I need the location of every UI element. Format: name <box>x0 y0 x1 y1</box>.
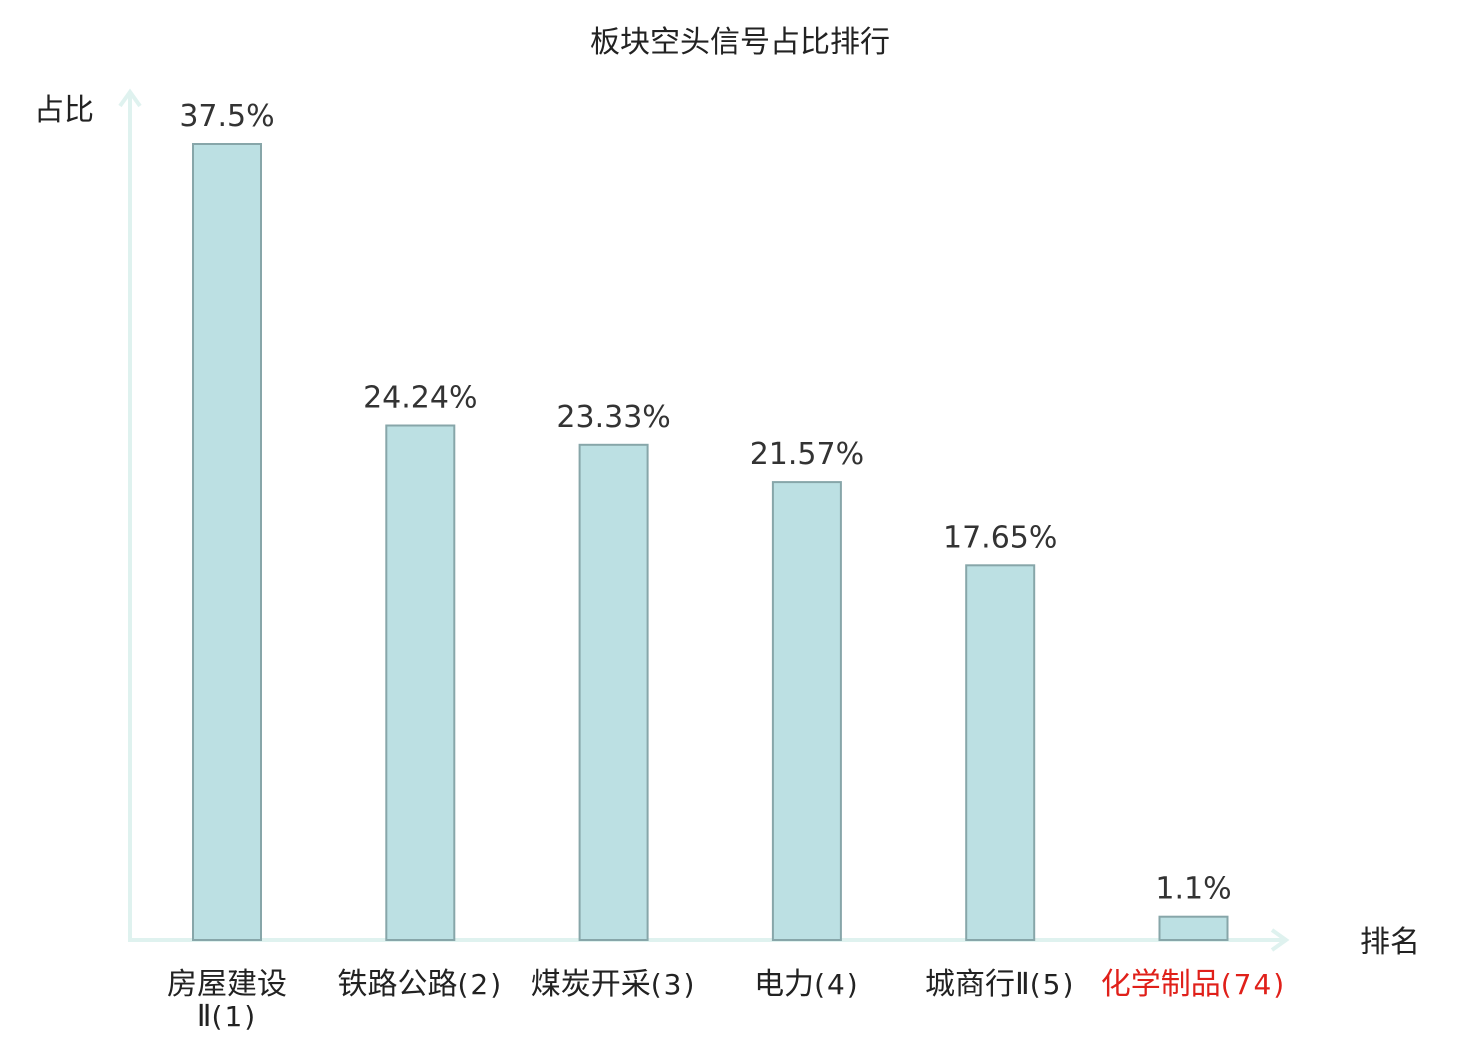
value-label: 21.57% <box>750 437 864 472</box>
chart-title: 板块空头信号占比排行 <box>590 25 890 60</box>
x-axis-label: 排名 <box>1360 925 1420 960</box>
value-label: 24.24% <box>363 381 477 416</box>
bar <box>192 143 262 941</box>
value-label: 37.5% <box>179 99 274 134</box>
category-label: 房屋建设 <box>167 967 287 1002</box>
bar <box>771 481 842 941</box>
value-label: 1.1% <box>1155 872 1231 907</box>
value-label: 23.33% <box>556 400 670 435</box>
bar <box>385 424 456 941</box>
y-axis-label: 占比 <box>34 93 94 128</box>
value-label: 17.65% <box>943 520 1057 555</box>
value-labels-layer: 37.5% 24.24% 23.33% 21.57% 17.65% 1.1% <box>179 99 1231 907</box>
category-label: 铁路公路(2) <box>337 967 503 1002</box>
bars-layer <box>192 143 1229 942</box>
bar <box>965 564 1036 941</box>
axes <box>118 88 1290 952</box>
category-label: 化学制品(74) <box>1101 967 1286 1002</box>
bar <box>578 443 649 941</box>
category-label: Ⅱ(1) <box>197 999 257 1034</box>
category-label: 城商行Ⅱ(5) <box>925 967 1075 1002</box>
y-axis-arrow-icon <box>118 88 142 108</box>
category-label: 煤炭开采(3) <box>531 967 697 1002</box>
bar <box>1158 915 1229 942</box>
x-axis-arrow-icon <box>1270 928 1290 952</box>
category-label: 电力(4) <box>754 967 860 1002</box>
